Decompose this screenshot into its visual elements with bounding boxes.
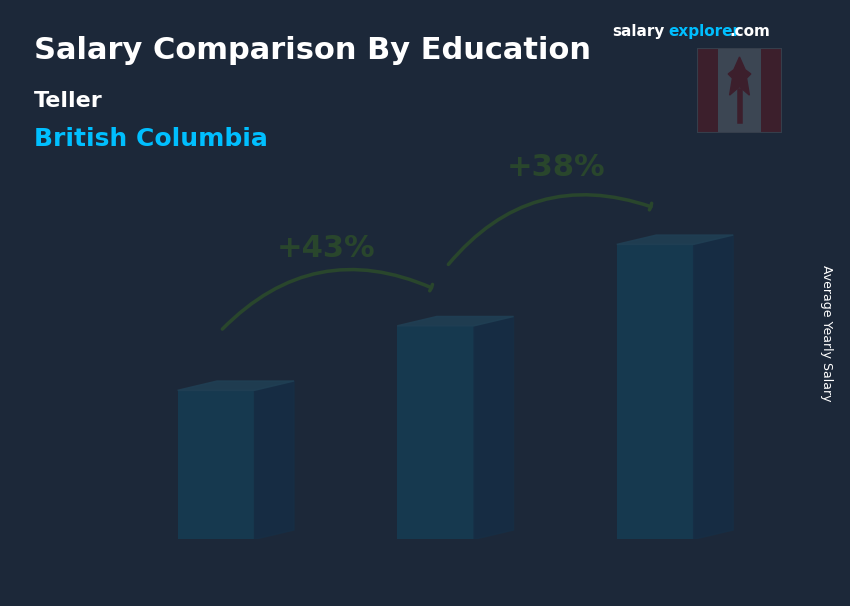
Polygon shape <box>397 316 513 326</box>
Text: +43%: +43% <box>276 235 375 264</box>
Text: Average Yearly Salary: Average Yearly Salary <box>820 265 833 402</box>
Text: .com: .com <box>729 24 770 39</box>
Polygon shape <box>178 381 294 390</box>
Polygon shape <box>254 381 294 539</box>
Text: +38%: +38% <box>507 153 606 182</box>
Bar <box>697 48 718 133</box>
Text: Salary Comparison By Education: Salary Comparison By Education <box>34 36 591 65</box>
Polygon shape <box>694 235 734 539</box>
Text: salary: salary <box>612 24 665 39</box>
Polygon shape <box>617 235 734 244</box>
Polygon shape <box>474 316 513 539</box>
Bar <box>178 390 254 539</box>
Bar <box>617 244 694 539</box>
Bar <box>718 48 761 133</box>
Bar <box>397 326 474 539</box>
Text: Teller: Teller <box>34 91 103 111</box>
Polygon shape <box>728 57 751 95</box>
Bar <box>761 48 782 133</box>
Text: explorer: explorer <box>668 24 740 39</box>
Text: British Columbia: British Columbia <box>34 127 268 152</box>
